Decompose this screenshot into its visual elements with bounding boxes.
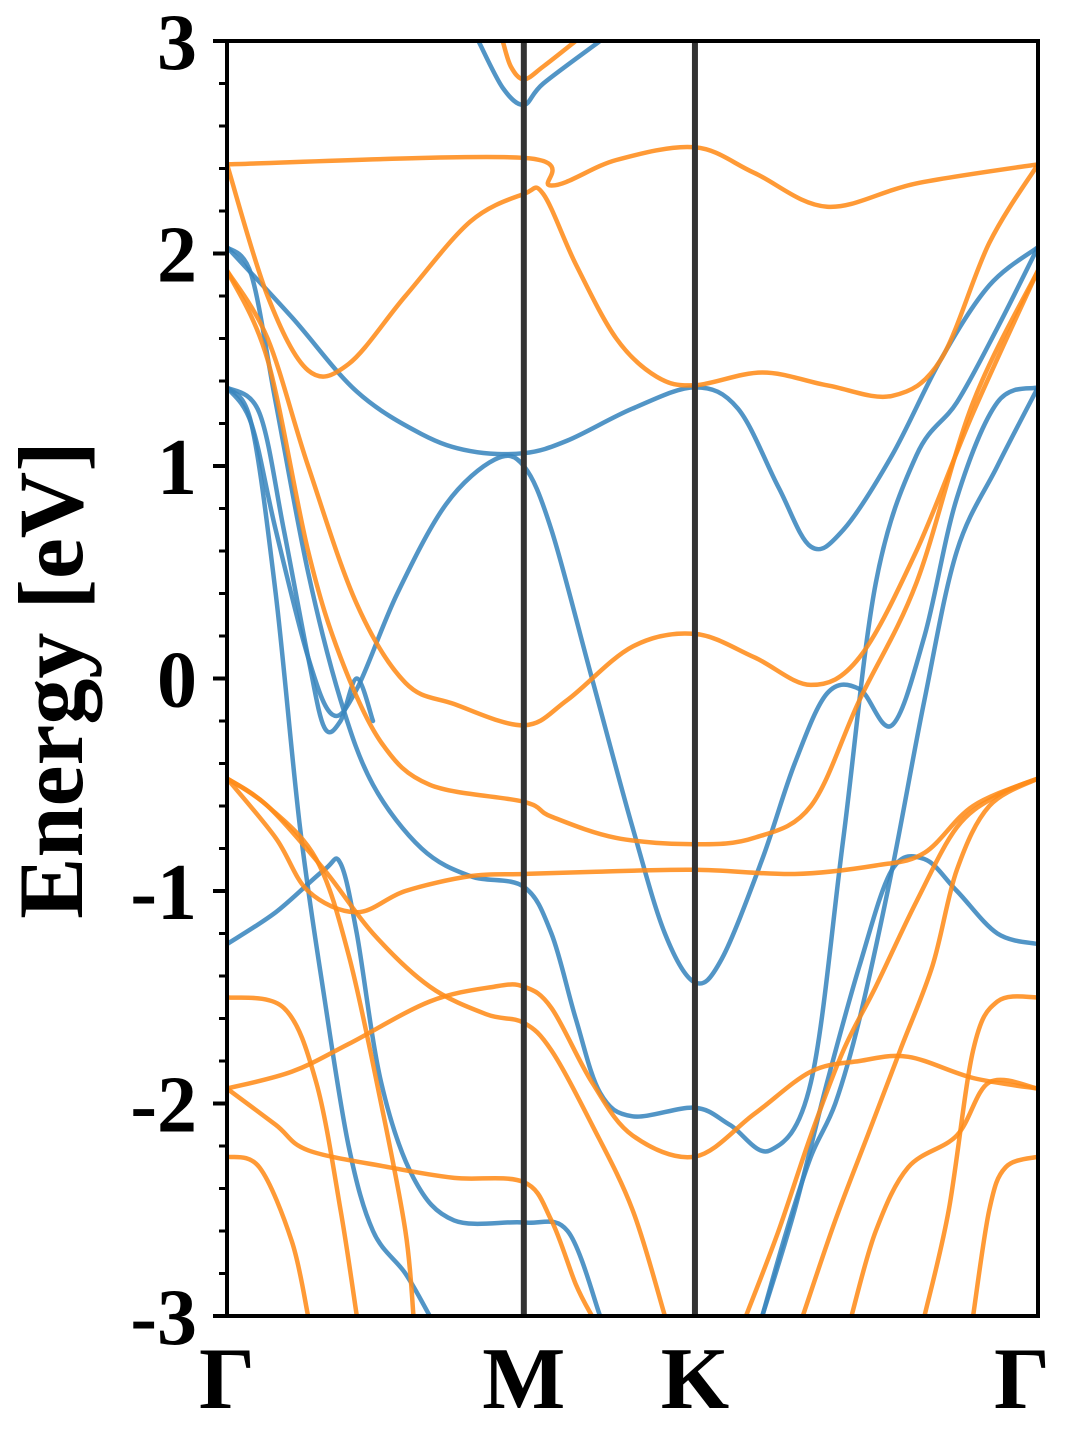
orange-band-21: [800, 776, 1038, 1316]
orange-band-23: [922, 994, 1038, 1316]
orange-band-19: [227, 1154, 311, 1316]
series-layer: [227, 41, 1038, 1316]
y-tick-label: 1: [157, 424, 197, 512]
symmetry-lines: [520, 41, 698, 1316]
y-axis-label: Energy [eV]: [0, 441, 102, 919]
orange-band-9: [227, 144, 1038, 209]
y-tick-label: 2: [157, 212, 197, 300]
blue-band-1: [227, 385, 1038, 986]
y-tick-label: -2: [130, 1062, 197, 1150]
x-tick-label-K: K: [661, 1331, 729, 1428]
orange-band-18: [227, 1086, 595, 1316]
orange-band-24: [970, 1154, 1038, 1316]
blue-band-6: [760, 854, 1038, 1316]
blue-band-7: [760, 385, 1038, 1316]
y-ticks: -3 -2 -1 0 1 2 3: [130, 0, 227, 1362]
orange-band-11: [227, 268, 1038, 728]
blue-band-4: [227, 856, 603, 1316]
x-tick-label-Γ: Γ: [994, 1331, 1050, 1428]
orange-band-22: [849, 1077, 1038, 1316]
orange-band-17: [227, 982, 1038, 1160]
orange-band-15: [227, 776, 416, 1316]
blue-band-8: [476, 41, 603, 108]
y-tick-label: -1: [130, 849, 197, 937]
orange-band-16: [227, 995, 360, 1316]
y-tick-label: 0: [157, 637, 197, 725]
orange-band-10: [227, 162, 1038, 400]
orange-band-13: [227, 776, 1038, 915]
y-tick-label: -3: [130, 1274, 197, 1362]
orange-band-20: [743, 776, 1038, 1316]
orange-band-25: [500, 41, 578, 82]
x-tick-label-M: M: [482, 1331, 565, 1428]
x-tick-label-Γ: Γ: [199, 1331, 255, 1428]
y-tick-label: 3: [157, 0, 197, 87]
blue-band-5: [227, 385, 433, 1316]
blue-band-2: [227, 244, 1038, 1154]
blue-band-0: [227, 244, 1038, 552]
orange-band-14: [227, 776, 668, 1316]
orange-band-12: [227, 268, 1038, 847]
